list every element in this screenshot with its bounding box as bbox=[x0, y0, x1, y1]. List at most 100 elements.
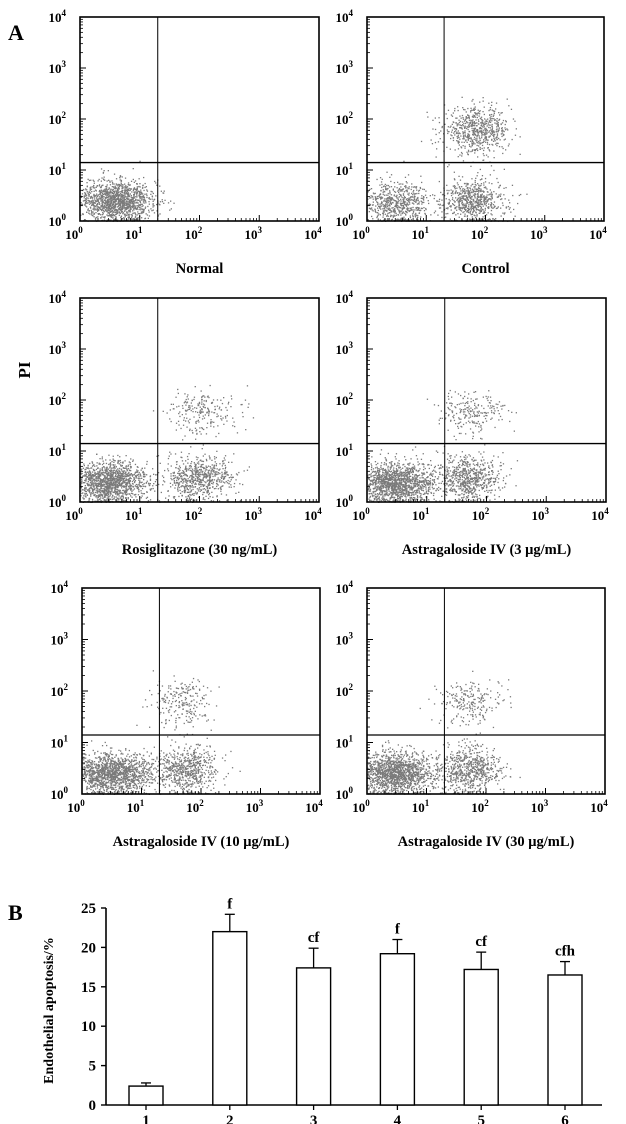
x-tick-label: 103 bbox=[245, 225, 263, 242]
y-tick-label: 100 bbox=[336, 785, 354, 802]
x-tick-label: 101 bbox=[412, 798, 430, 815]
y-tick-label: 103 bbox=[336, 59, 354, 76]
plot-frame bbox=[366, 297, 607, 503]
y-tick-label: 101 bbox=[336, 161, 354, 178]
flow-plot-caption: Astragaloside IV (30 μg/mL) bbox=[398, 834, 575, 850]
bar-group-3: 3 cf bbox=[295, 930, 332, 1124]
y-tick-label: 100 bbox=[336, 493, 354, 510]
x-tick-label: 100 bbox=[352, 506, 370, 523]
flow-plot-caption: Rosiglitazone (30 ng/mL) bbox=[122, 542, 278, 558]
bar bbox=[379, 953, 416, 1106]
event-cluster-1 bbox=[367, 160, 459, 222]
y-tick-label: 100 bbox=[336, 212, 354, 229]
event-cluster-1 bbox=[367, 740, 459, 795]
y-tick-label: 104 bbox=[336, 579, 354, 596]
flow-events bbox=[80, 384, 255, 503]
significance-annotation: f bbox=[395, 922, 401, 938]
x-tick-label: 102 bbox=[472, 506, 490, 523]
y-tick-label: 103 bbox=[336, 631, 354, 648]
bar-group-5: 5 cf bbox=[463, 934, 499, 1124]
flow-plot-caption: Normal bbox=[176, 261, 224, 277]
y-tick-label: 101 bbox=[49, 442, 67, 459]
bar-group-2: 2f bbox=[212, 896, 248, 1124]
panel-a-letter: A bbox=[8, 20, 24, 45]
y-tick-label: 103 bbox=[49, 59, 67, 76]
shared-y-axis-label: PI bbox=[15, 361, 34, 378]
x-tick-label: 103 bbox=[530, 225, 548, 242]
bar-x-tick-label: 5 bbox=[477, 1113, 485, 1124]
bar-x-tick-label: 3 bbox=[310, 1113, 318, 1124]
event-cluster-2 bbox=[422, 164, 528, 222]
event-cluster-1 bbox=[367, 443, 466, 503]
bar-group-4: 4f bbox=[379, 922, 416, 1124]
event-cluster-3 bbox=[419, 670, 512, 735]
event-cluster-2 bbox=[131, 733, 241, 795]
bar bbox=[212, 930, 248, 1106]
x-tick-label: 101 bbox=[125, 506, 143, 523]
y-tick-label: 104 bbox=[49, 289, 67, 306]
bar bbox=[547, 974, 583, 1106]
x-tick-label: 100 bbox=[65, 506, 83, 523]
event-cluster-3 bbox=[420, 96, 521, 172]
x-tick-label: 104 bbox=[304, 506, 322, 523]
x-tick-label: 104 bbox=[589, 225, 607, 242]
x-tick-label: 104 bbox=[590, 798, 608, 815]
y-tick-label: 102 bbox=[336, 682, 354, 699]
y-tick-label: 101 bbox=[51, 734, 69, 751]
x-tick-label: 103 bbox=[532, 506, 550, 523]
y-tick-label: 103 bbox=[51, 631, 69, 648]
y-tick-label: 104 bbox=[336, 8, 354, 25]
y-tick-label: 104 bbox=[51, 579, 69, 596]
y-tick-label: 100 bbox=[49, 212, 67, 229]
x-tick-label: 102 bbox=[471, 225, 489, 242]
bar-group-6: 6 cfh bbox=[547, 944, 583, 1124]
y-tick-label: 102 bbox=[49, 110, 67, 127]
bar-y-axis-label: Endothelial apoptosis/% bbox=[42, 937, 57, 1084]
significance-annotation: cfh bbox=[555, 944, 576, 960]
x-tick-label: 103 bbox=[245, 506, 263, 523]
panel-b-letter: B bbox=[8, 900, 23, 925]
bar-x-tick-label: 1 bbox=[142, 1113, 150, 1124]
event-cluster-1 bbox=[80, 453, 177, 503]
y-tick-label: 101 bbox=[336, 442, 354, 459]
flow-plot-caption: Control bbox=[461, 261, 509, 277]
x-tick-label: 103 bbox=[531, 798, 549, 815]
x-tick-label: 100 bbox=[352, 798, 370, 815]
bar bbox=[463, 968, 499, 1106]
x-tick-label: 102 bbox=[186, 798, 204, 815]
event-cluster-2 bbox=[146, 444, 250, 503]
y-tick-label: 102 bbox=[51, 682, 69, 699]
y-tick-label: 100 bbox=[51, 785, 69, 802]
bar-y-tick-label: 20 bbox=[81, 940, 96, 956]
event-cluster-1 bbox=[82, 740, 176, 795]
flow-plot-caption: Astragaloside IV (3 μg/mL) bbox=[402, 542, 572, 558]
x-tick-label: 104 bbox=[591, 506, 609, 523]
significance-annotation: cf bbox=[308, 930, 321, 946]
event-cluster-3 bbox=[152, 384, 255, 441]
x-tick-label: 101 bbox=[125, 225, 143, 242]
bar-y-tick-label: 5 bbox=[89, 1059, 97, 1075]
event-cluster-2 bbox=[416, 445, 519, 503]
bar bbox=[295, 967, 332, 1106]
bar-x-tick-label: 2 bbox=[226, 1113, 234, 1124]
x-tick-label: 100 bbox=[67, 798, 85, 815]
x-tick-label: 102 bbox=[471, 798, 489, 815]
significance-annotation: f bbox=[227, 896, 233, 912]
bar-y-tick-label: 25 bbox=[81, 901, 96, 917]
x-tick-label: 102 bbox=[185, 506, 203, 523]
event-cluster-3 bbox=[426, 389, 517, 446]
y-tick-label: 103 bbox=[49, 340, 67, 357]
x-tick-label: 104 bbox=[305, 798, 323, 815]
x-tick-label: 100 bbox=[352, 225, 370, 242]
bar-x-tick-label: 6 bbox=[561, 1113, 569, 1124]
flow-plot-caption: Astragaloside IV (10 μg/mL) bbox=[113, 834, 290, 850]
event-cluster-3 bbox=[136, 670, 220, 743]
bar bbox=[128, 1085, 164, 1106]
flow-events bbox=[367, 670, 521, 795]
